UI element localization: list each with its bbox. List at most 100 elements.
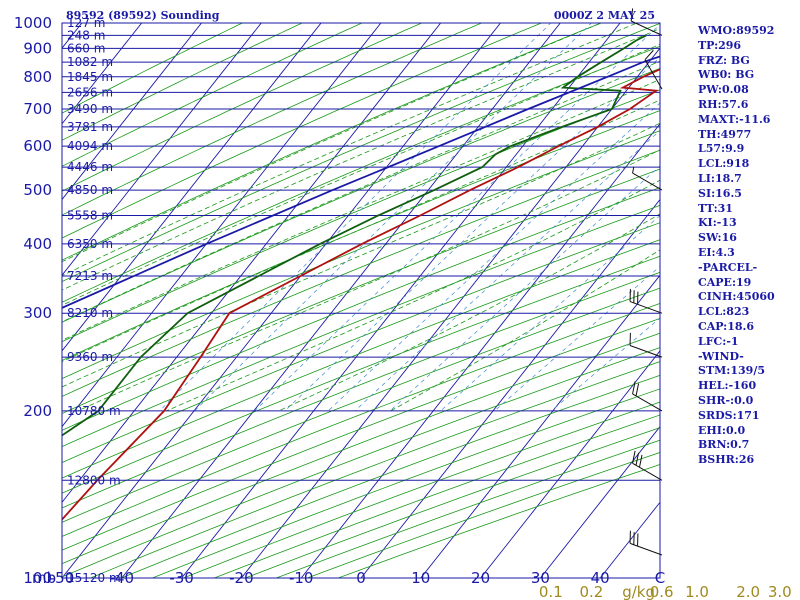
height-label: 9360 m [67, 350, 113, 364]
index-item: PW:0.08 [698, 83, 749, 97]
index-item: -WIND- [698, 349, 744, 363]
index-item: LCL:823 [698, 305, 750, 319]
plot-frame [61, 22, 661, 579]
isotherm-line [241, 47, 660, 578]
dry-adiabat-line [62, 23, 363, 167]
wind-barb-flag [638, 454, 643, 468]
pressure-label: 1000 [14, 14, 52, 32]
dry-adiabat-line [62, 318, 660, 551]
height-label: 248 m [67, 28, 105, 42]
temperature-profile [62, 68, 660, 521]
isotherm-line [540, 425, 660, 578]
index-item: LCL:918 [698, 157, 750, 171]
mixing-ratio-label: 2.0 [736, 583, 760, 600]
index-item: -PARCEL- [698, 260, 758, 274]
height-label: 5558 m [67, 208, 113, 222]
height-label: 15120 m [67, 571, 121, 585]
index-item: CINH:45060 [698, 290, 775, 304]
height-label: 6350 m [67, 237, 113, 251]
height-label: 2656 m [67, 85, 113, 99]
isotherm-line [62, 23, 382, 428]
isotherm-line [62, 23, 502, 578]
moist-adiabat-line [278, 213, 660, 412]
moist-adiabat-line [62, 122, 660, 388]
index-item: SHR-:0.0 [698, 393, 754, 407]
dry-adiabat-line [62, 168, 660, 414]
isotherm-line [62, 23, 322, 352]
pressure-label: 500 [23, 181, 52, 199]
wind-barb [644, 49, 663, 90]
dry-adiabat-line [62, 23, 660, 283]
wind-barb-flag [635, 452, 640, 466]
parcel-profile [62, 55, 660, 309]
temperature-label: -10 [289, 569, 314, 587]
height-label: 10780 m [67, 404, 121, 418]
valid-time: 0000Z 2 MAY 25 [554, 9, 655, 22]
pressure-label: 200 [23, 402, 52, 420]
dry-adiabat-line [62, 23, 423, 192]
isotherm-line [480, 350, 660, 578]
dry-adiabat-line [62, 149, 660, 397]
index-item: SRDS:171 [698, 408, 760, 422]
mixing-ratio-line [254, 24, 660, 412]
index-item: EHI:0.0 [698, 423, 746, 437]
index-item: LI:18.7 [698, 171, 742, 185]
pressure-label: 700 [23, 100, 52, 118]
isotherm-line [121, 23, 561, 578]
wind-barb [629, 530, 663, 556]
dry-adiabat-line [62, 130, 660, 380]
dry-adiabat-line [62, 347, 660, 578]
index-item: HEL:-160 [698, 379, 757, 393]
height-label: 12800 m [67, 473, 121, 487]
wind-barb-flag [632, 381, 636, 395]
dry-adiabat-line [62, 187, 660, 431]
index-item: TP:296 [698, 38, 742, 52]
mixing-ratio-label: 0.6 [650, 583, 674, 600]
moist-adiabat-line [77, 149, 660, 412]
wind-barb [629, 288, 663, 314]
dry-adiabat-line [62, 68, 660, 323]
index-item: TH:4977 [698, 127, 752, 141]
temperature-label: 30 [531, 569, 550, 587]
dry-adiabat-line [62, 23, 543, 239]
mixing-ratio-label: 3.0 [768, 583, 792, 600]
mixing-ratio-label: 0.1 [539, 583, 563, 600]
wind-barb-flag [644, 49, 654, 61]
wind-barb-shaft [629, 542, 663, 556]
mixing-ratio-line [494, 265, 660, 412]
index-item: KI:-13 [698, 216, 737, 230]
isotherm-line [360, 198, 660, 578]
stability-indices-panel: WMO:89592 TP:296 FRZ: BG WB0: BG PW:0.08 RH:5… [698, 24, 798, 468]
index-item: WB0: BG [698, 68, 755, 82]
mixing-ratio-line [327, 102, 660, 412]
dry-adiabat-line [62, 45, 660, 303]
temperature-label: C [655, 569, 665, 587]
dry-adiabat-line [62, 222, 660, 463]
temperature-label: 10 [411, 569, 430, 587]
pressure-label: 100 [23, 569, 52, 587]
dry-adiabat-line [62, 23, 304, 141]
pressure-label: 400 [23, 235, 52, 253]
dry-adiabat-line [62, 239, 660, 479]
height-label: 3490 m [67, 102, 113, 116]
dry-adiabat-line [62, 255, 660, 494]
temperature-label: 40 [591, 569, 610, 587]
index-item: CAPE:19 [698, 275, 752, 289]
isotherm-line [62, 23, 442, 504]
index-item: TT:31 [698, 201, 733, 215]
station-title: 89592 (89592) Sounding [66, 9, 220, 22]
index-item: BSHR:26 [698, 453, 755, 467]
pressure-label: 300 [23, 304, 52, 322]
mixing-ratio-unit-label: g/kg [622, 583, 655, 600]
index-item: STM:139/5 [698, 364, 765, 378]
dry-adiabat-line [62, 23, 603, 261]
wind-barb-column [629, 8, 663, 556]
moist-adiabat-line [166, 179, 660, 412]
index-item: SW:16 [698, 231, 737, 245]
isotherm-line [62, 23, 262, 276]
pressure-unit-label: mb [32, 569, 56, 587]
wind-barb-flag [632, 450, 636, 464]
index-item: L57:9.9 [698, 142, 745, 156]
height-label: 8210 m [67, 306, 113, 320]
